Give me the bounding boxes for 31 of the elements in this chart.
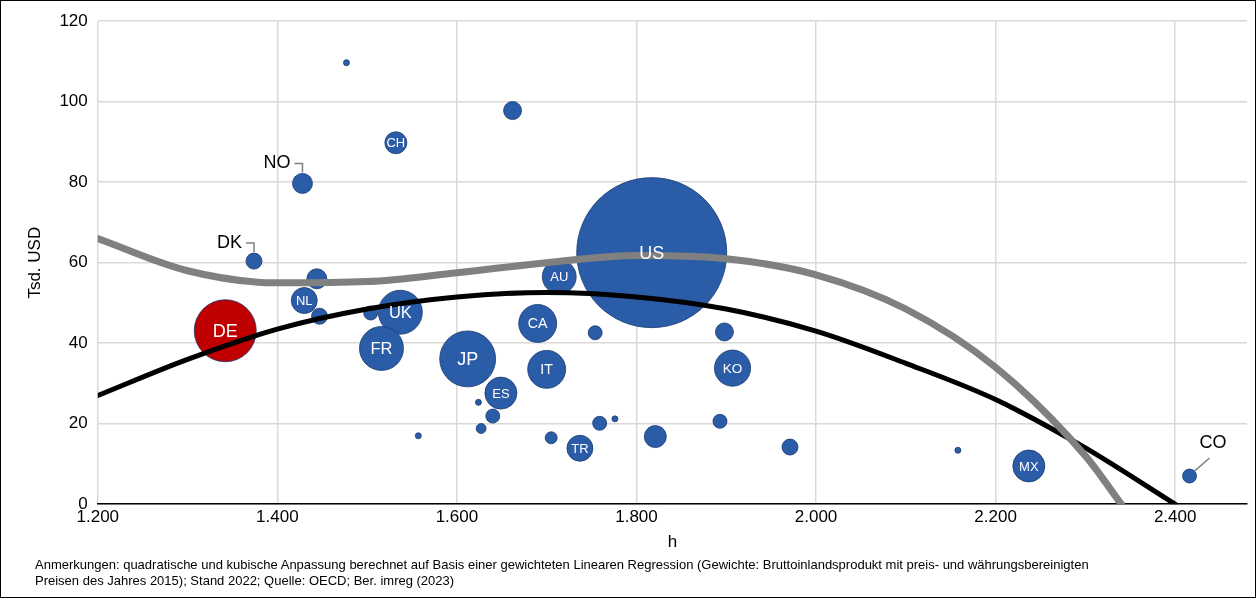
annotation: CO [1199,431,1227,452]
annotation: JP [457,348,479,369]
annotation: ES [492,385,510,401]
x-tick-label: 2.000 [794,507,838,527]
annotation: NO [263,152,291,173]
annotation: TR [571,440,589,456]
x-tick-label: 2.200 [974,507,1017,527]
y-tick-label: 60 [68,252,88,272]
annotation: KO [722,360,743,376]
annotation: UK [388,302,412,321]
y-tick-label: 80 [68,171,88,191]
annotation: IT [540,361,554,378]
x-tick-label: 1.800 [615,507,658,527]
y-tick-label: 20 [68,413,88,433]
annotation: FR [370,338,393,357]
text: Anmerkungen: quadratische und kubische Anpassung berechnet auf Basis einer gewichteten Linearen Regression (Gewichte: Bruttoinlandsprodukt mit preis- und währungsbereinigten Preisen des Jahres 2015); Stand 2022; Quelle: OECD; Ber. imreg (2023) [35,557,1090,589]
y-axis-title: Tsd. USD [24,226,44,299]
y-tick-label: 100 [59,91,88,111]
annotation: NL [295,293,313,309]
x-tick-label: 2.400 [1153,507,1197,527]
annotation: MX [1019,458,1039,474]
y-tick-label: 120 [59,10,88,30]
annotation: CA [527,315,549,332]
annotation: CH [386,135,406,151]
annotation: DE [212,320,238,341]
x-axis-title: h [667,532,678,552]
annotation: DK [216,232,242,253]
x-tick-label: 1.400 [256,507,299,527]
x-tick-label: 1.600 [435,507,479,527]
annotation: AU [550,269,569,285]
y-tick-label: 40 [68,332,88,352]
